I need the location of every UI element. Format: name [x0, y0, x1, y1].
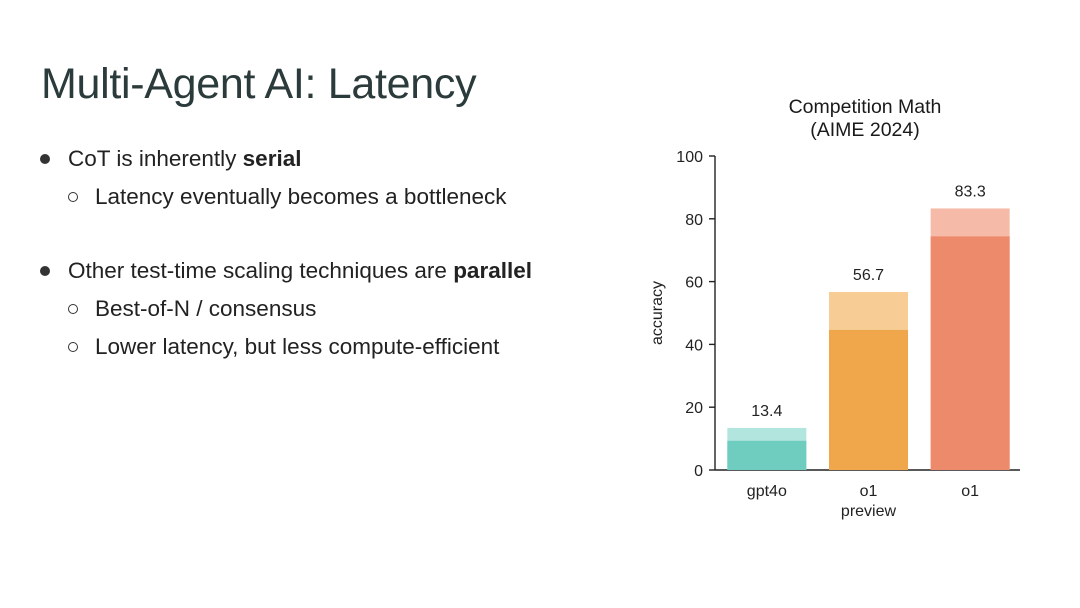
y-tick-label: 20	[685, 400, 703, 417]
y-tick-label: 40	[685, 337, 703, 354]
x-tick-label: o1	[961, 483, 979, 500]
x-tick-label: preview	[841, 503, 897, 520]
bar-inner	[829, 329, 908, 470]
bullet-parallel: Other test-time scaling techniques are p…	[40, 254, 640, 288]
bar-data-label: 83.3	[955, 183, 986, 200]
sub-bullet-circle-icon	[68, 192, 78, 202]
x-tick-label: gpt4o	[747, 483, 787, 500]
bullet-list: CoT is inherently serial Latency eventua…	[40, 142, 640, 364]
sub-bullet-text: Lower latency, but less compute-efficien…	[95, 334, 500, 359]
y-tick-label: 80	[685, 212, 703, 229]
chart-title: (AIME 2024)	[810, 119, 919, 141]
bar-inner	[930, 236, 1010, 470]
sub-bullet-circle-icon	[68, 304, 78, 314]
bullet-serial: CoT is inherently serial	[40, 142, 640, 176]
y-tick-label: 100	[676, 149, 703, 166]
bullet-bold-text: parallel	[453, 258, 532, 283]
bullet-text: CoT is inherently	[68, 146, 243, 171]
bar-chart-svg: Competition Math(AIME 2024) 0 20 40 60 80 100 a…	[649, 96, 1020, 520]
sub-bullet-latency: Latency eventually becomes a bottleneck	[40, 180, 640, 214]
bar-inner	[727, 440, 807, 470]
sub-bullet-text: Best-of-N / consensus	[95, 296, 317, 321]
x-tick-label: o1	[860, 483, 878, 500]
sub-bullet-best-of-n: Best-of-N / consensus	[40, 292, 640, 326]
bar-data-label: 56.7	[853, 267, 884, 284]
chart-title: Competition Math	[789, 96, 942, 118]
sub-bullet-lower-latency: Lower latency, but less compute-efficien…	[40, 330, 640, 364]
bullet-bold-text: serial	[242, 146, 302, 171]
bullet-text: Other test-time scaling techniques are	[68, 258, 454, 283]
accuracy-chart: Competition Math (AIME 2024) 0 20 40 60 80 100 a…	[630, 90, 1050, 565]
bullet-dot-icon	[40, 154, 50, 164]
slide-title: Multi-Agent AI: Latency	[41, 60, 477, 108]
y-tick-label: 60	[685, 275, 703, 292]
bullet-dot-icon	[40, 266, 50, 276]
sub-bullet-circle-icon	[68, 342, 78, 352]
y-tick-label: 0	[694, 463, 703, 480]
sub-bullet-text: Latency eventually becomes a bottleneck	[95, 184, 507, 209]
y-axis-label: accuracy	[649, 281, 666, 345]
bar-data-label: 13.4	[751, 403, 782, 420]
